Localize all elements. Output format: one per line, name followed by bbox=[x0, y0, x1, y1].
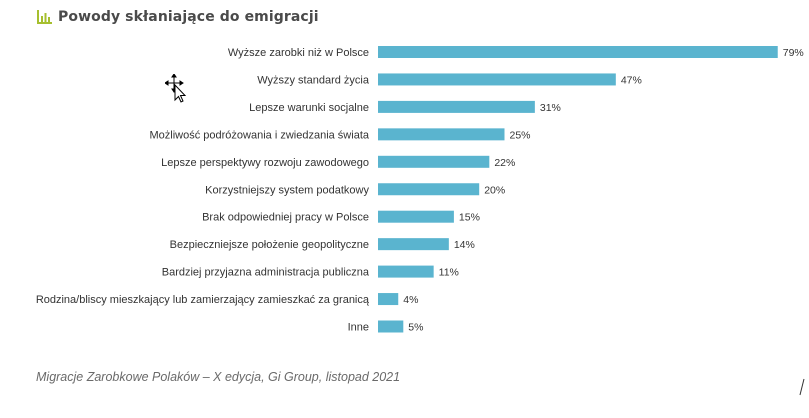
category-label: Inne bbox=[348, 322, 369, 334]
category-label: Korzystniejszy system podatkowy bbox=[205, 184, 369, 196]
chart-title: Powody skłaniające do emigracji bbox=[58, 8, 319, 25]
category-label: Możliwość podróżowania i zwiedzania świa… bbox=[150, 129, 370, 141]
bar-chart: Wyższe zarobki niż w Polsce 79% Wyższy sta… bbox=[36, 46, 804, 334]
category-label: Lepsze perspektywy rozwoju zawodowego bbox=[161, 157, 369, 169]
bar bbox=[378, 238, 449, 251]
bar bbox=[378, 46, 778, 58]
category-label: Bardziej przyjazna administracja publicz… bbox=[162, 267, 370, 279]
bar bbox=[378, 155, 490, 168]
bar bbox=[378, 128, 505, 141]
bar bbox=[378, 183, 480, 196]
value-label: 14% bbox=[454, 239, 475, 251]
value-label: 22% bbox=[494, 157, 515, 169]
value-label: 25% bbox=[510, 129, 531, 141]
bar-chart-icon bbox=[37, 10, 52, 24]
category-label: Wyższe zarobki niż w Polsce bbox=[228, 47, 369, 59]
value-label: 4% bbox=[403, 294, 418, 306]
bar bbox=[378, 293, 399, 306]
value-label: 47% bbox=[621, 74, 642, 86]
value-label: 31% bbox=[540, 102, 561, 114]
bar bbox=[378, 210, 454, 223]
source-note: Migracje Zarobkowe Polaków – X edycja, G… bbox=[36, 370, 401, 384]
category-label: Rodzina/bliscy mieszkający lub zamierzaj… bbox=[36, 294, 370, 306]
category-label: Wyższy standard życia bbox=[257, 74, 370, 86]
value-label: 15% bbox=[459, 212, 480, 224]
move-cursor-icon bbox=[165, 74, 187, 103]
value-label: 79% bbox=[783, 47, 804, 59]
bar bbox=[378, 100, 535, 113]
value-label: 5% bbox=[408, 322, 423, 334]
category-label: Brak odpowiedniej pracy w Polsce bbox=[202, 212, 369, 224]
corner-stroke bbox=[799, 378, 805, 396]
bar bbox=[378, 265, 434, 278]
value-label: 11% bbox=[439, 267, 459, 279]
category-label: Bezpieczniejsze położenie geopolityczne bbox=[170, 239, 369, 251]
chart-title-group: Powody skłaniające do emigracji bbox=[36, 8, 319, 25]
category-label: Lepsze warunki socjalne bbox=[249, 102, 369, 114]
bar bbox=[378, 320, 404, 333]
value-label: 20% bbox=[484, 184, 505, 196]
bar bbox=[378, 73, 616, 86]
